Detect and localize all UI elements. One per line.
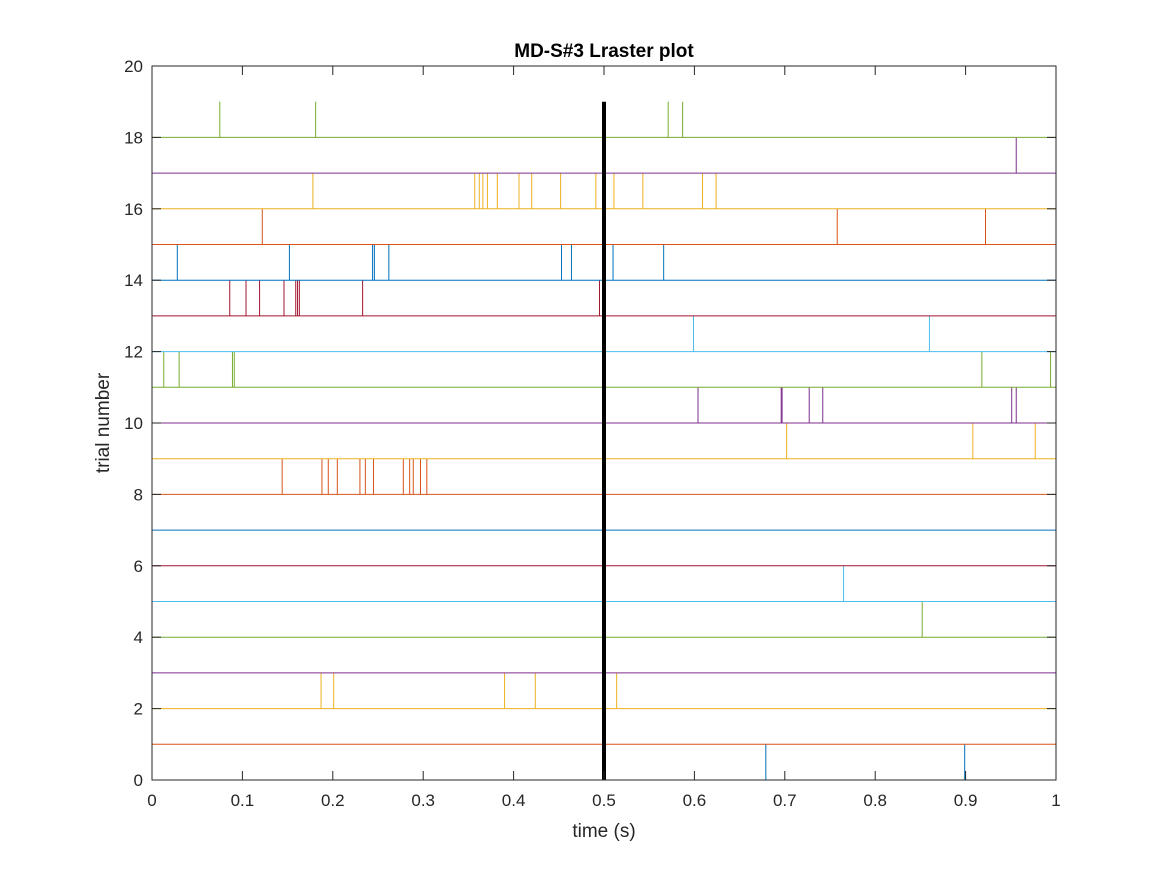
- x-tick-label: 0.6: [683, 791, 707, 810]
- y-tick-label: 18: [124, 128, 143, 147]
- ticks-layer: 0 0.1 0.2 0.3 0.4 0.5 0.6 0.7 0.8 0.9 102468101214…: [124, 57, 1061, 810]
- y-tick-label: 0: [134, 771, 143, 790]
- x-tick-label: 1: [1051, 791, 1060, 810]
- y-tick-label: 6: [134, 557, 143, 576]
- y-tick-label: 4: [134, 628, 143, 647]
- y-axis-label: trial number: [93, 372, 114, 473]
- y-tick-label: 8: [134, 485, 143, 504]
- y-tick-label: 12: [124, 343, 143, 362]
- y-tick-label: 14: [124, 271, 143, 290]
- y-tick-label: 16: [124, 200, 143, 219]
- x-tick-label: 0: [147, 791, 156, 810]
- x-axis-label: time (s): [572, 821, 635, 842]
- y-tick-label: 2: [134, 700, 143, 719]
- x-tick-label: 0.2: [321, 791, 345, 810]
- x-tick-label: 0.1: [231, 791, 255, 810]
- y-tick-label: 20: [124, 57, 143, 76]
- x-tick-label: 0.3: [411, 791, 435, 810]
- x-tick-label: 0.9: [954, 791, 978, 810]
- chart-title: MD-S#3 Lraster plot: [514, 41, 694, 62]
- x-tick-label: 0.7: [773, 791, 797, 810]
- x-tick-label: 0.4: [502, 791, 526, 810]
- x-tick-label: 0.5: [592, 791, 616, 810]
- x-tick-label: 0.8: [863, 791, 887, 810]
- y-tick-label: 10: [124, 414, 143, 433]
